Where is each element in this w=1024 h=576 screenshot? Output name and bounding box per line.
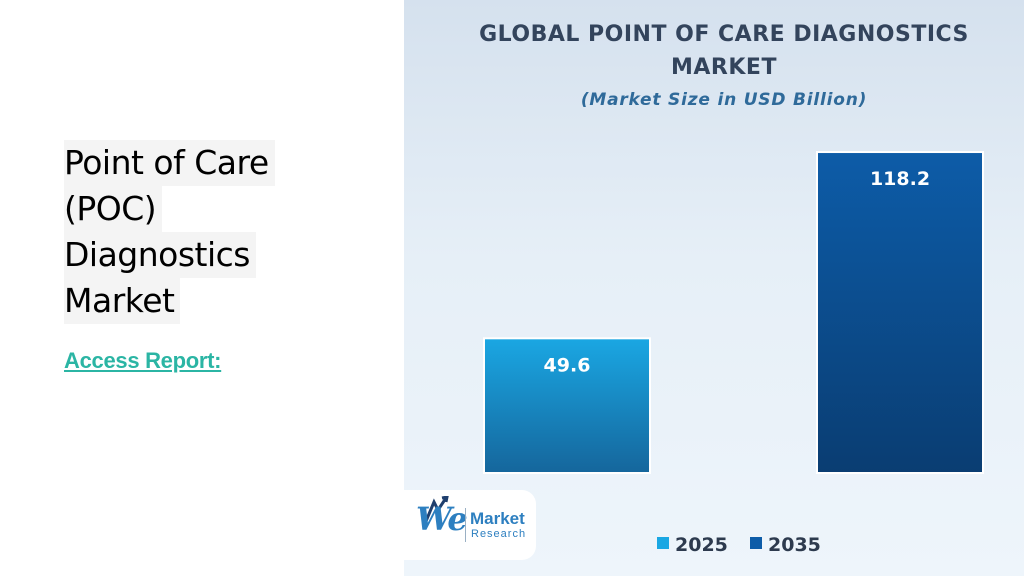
logo-mark: We: [416, 500, 468, 538]
access-report-link[interactable]: Access Report:: [64, 348, 222, 373]
title-line-1: Point of Care: [64, 140, 275, 186]
title-line-3: Diagnostics: [64, 232, 256, 278]
logo-divider: [465, 508, 466, 542]
company-logo: We Market Research: [404, 490, 536, 560]
bar-2035: [816, 151, 984, 474]
page-title: Point of Care (POC) Diagnostics Market: [64, 140, 275, 324]
arrow-logo-icon: [422, 496, 449, 528]
data-label-2035: 118.2: [870, 168, 930, 190]
data-label-2025: 49.6: [544, 354, 591, 376]
title-line-4: Market: [64, 278, 181, 324]
chart-panel: GLOBAL POINT OF CARE DIAGNOSTICS MARKET …: [404, 0, 1024, 576]
legend-label-2025: 2025: [675, 534, 728, 556]
bar-chart: 49.6 118.2 2025 2035: [483, 151, 984, 556]
bar-2025: [483, 337, 651, 474]
left-panel: Point of Care (POC) Diagnostics Market A…: [0, 0, 404, 576]
logo-word-research: Research: [471, 528, 527, 540]
chart-subtitle: (Market Size in USD Billion): [580, 90, 868, 110]
legend-swatch-2025: [657, 537, 669, 549]
logo-word-market: Market: [470, 509, 525, 528]
chart-title: GLOBAL POINT OF CARE DIAGNOSTICS MARKET: [479, 22, 969, 80]
title-line-2: (POC): [64, 186, 163, 232]
legend-swatch-2035: [750, 537, 762, 549]
legend-label-2035: 2035: [768, 534, 821, 556]
